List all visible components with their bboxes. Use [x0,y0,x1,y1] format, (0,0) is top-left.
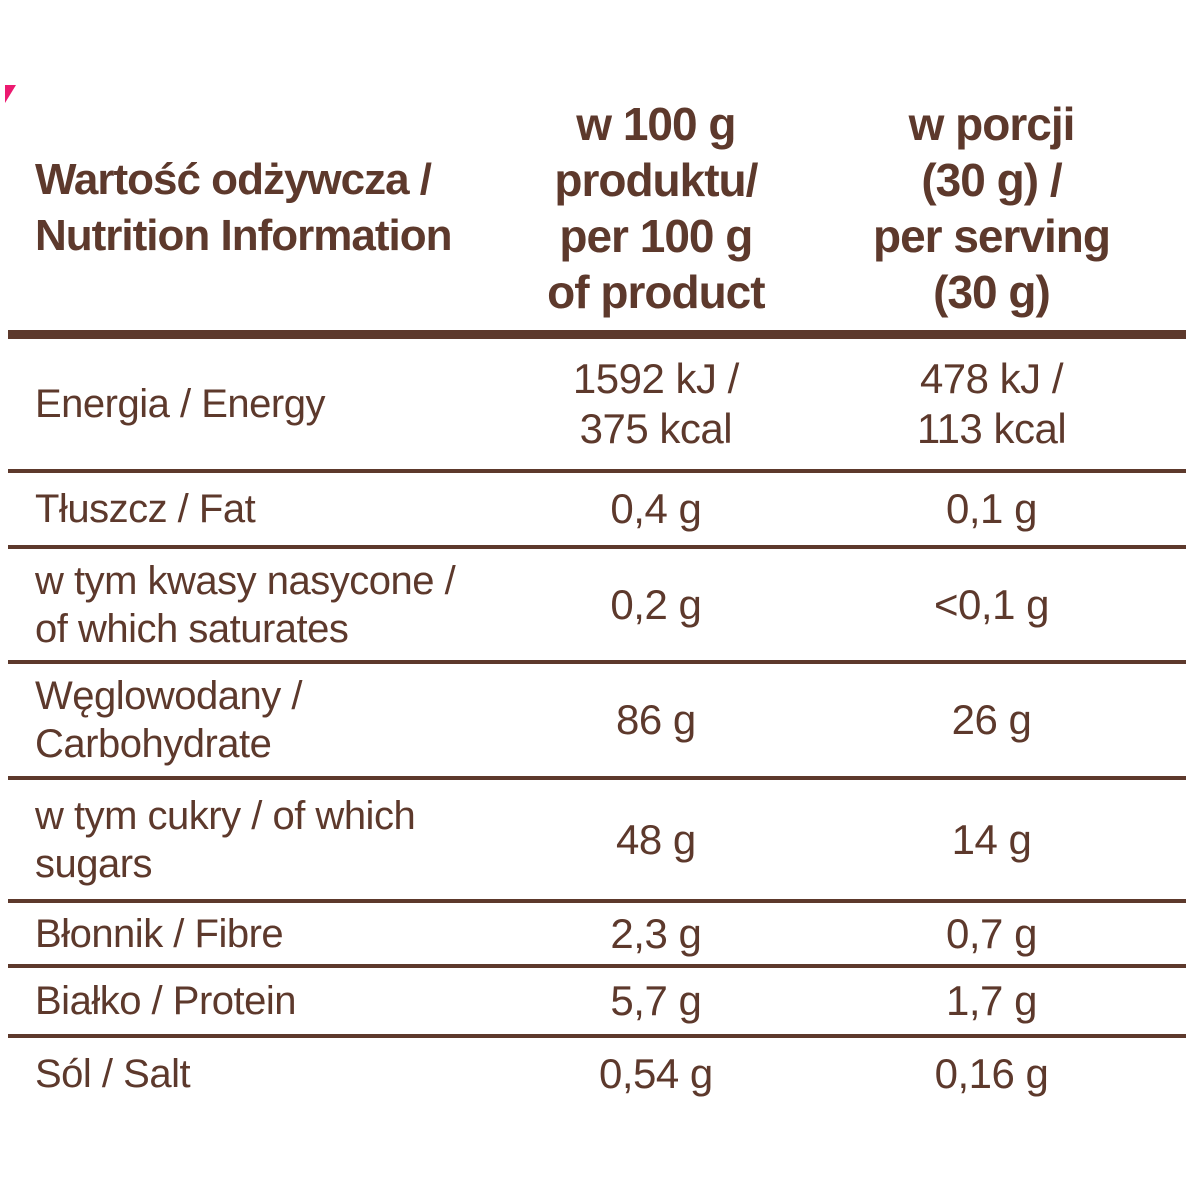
row-value-per100: 2,3 g [610,909,702,957]
row-label: Energia / Energy [35,382,325,426]
row-value-per100: 86 g [616,696,696,743]
table-row-saturates: w tym kwasy nasycone / of which saturate… [8,549,1186,664]
row-label: w tym kwasy nasycone / of which saturate… [35,558,456,651]
pink-corner-mark [5,85,16,103]
table-row-salt: Sól / Salt 0,54 g 0,16 g [8,1038,1186,1110]
row-value-per100: 0,4 g [610,485,702,532]
header-per-serving: w porcji (30 g) / per serving (30 g) [872,97,1111,318]
row-label: Białko / Protein [35,979,297,1023]
table-row-sugars: w tym cukry / of which sugars 48 g 14 g [8,780,1186,903]
row-value-per100: 48 g [616,815,696,863]
table-header-row: Wartość odżywcza / Nutrition Information… [8,85,1186,330]
row-value-serving: 0,7 g [946,909,1037,957]
header-divider-rule [8,330,1186,339]
row-label: Węglowodany / Carbohydrate [35,674,302,766]
row-value-per100: 0,2 g [610,580,702,628]
row-value-serving: 0,1 g [946,485,1037,532]
row-value-serving: 1,7 g [946,977,1037,1024]
row-label: Sól / Salt [35,1052,191,1096]
row-label: Tłuszcz / Fat [35,487,256,531]
row-value-serving: 14 g [951,815,1032,863]
table-row-carbohydrate: Węglowodany / Carbohydrate 86 g 26 g [8,664,1186,780]
row-label: Błonnik / Fibre [35,911,284,956]
nutrition-table: Wartość odżywcza / Nutrition Information… [8,85,1186,1110]
table-row-fat: Tłuszcz / Fat 0,4 g 0,1 g [8,473,1186,549]
table-row-fibre: Błonnik / Fibre 2,3 g 0,7 g [8,903,1186,968]
row-value-serving: 478 kJ / 113 kcal [916,355,1067,452]
row-value-serving: 26 g [951,696,1032,743]
row-value-per100: 1592 kJ / 375 kcal [572,355,739,452]
row-value-serving: <0,1 g [934,580,1049,628]
row-label: w tym cukry / of which sugars [35,793,416,886]
table-row-protein: Białko / Protein 5,7 g 1,7 g [8,968,1186,1038]
table-row-energy: Energia / Energy 1592 kJ / 375 kcal 478 … [8,339,1186,473]
row-value-serving: 0,16 g [934,1050,1049,1097]
row-value-per100: 5,7 g [610,977,702,1024]
header-per-100g: w 100 g produktu/ per 100 g of product [547,97,765,318]
header-nutrition-information: Wartość odżywcza / Nutrition Information [35,154,452,260]
row-value-per100: 0,54 g [598,1050,713,1097]
